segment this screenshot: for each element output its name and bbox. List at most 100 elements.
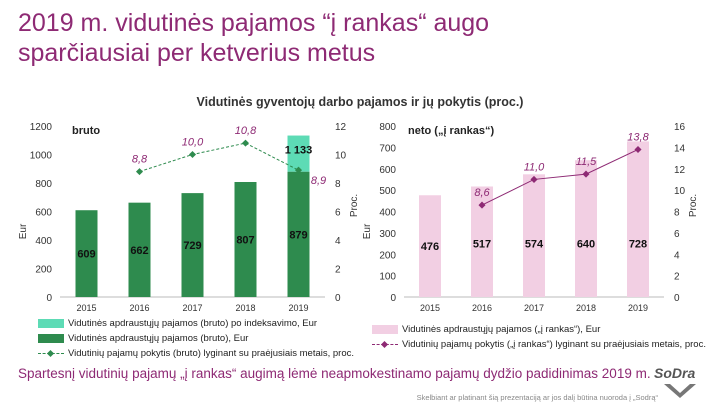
y2-tick-net-12: 12 [674,165,686,176]
y-tick-net-800: 800 [379,122,396,133]
legend-label: Vidutinės apdraustųjų pajamos (bruto), E… [68,333,249,344]
y-tick-net-400: 400 [379,208,396,219]
title-line-2: sparčiausiai per ketverius metus [18,39,376,67]
legend-swatch [372,325,398,334]
y2-tick-net-8: 8 [674,208,680,219]
legend-swatch [38,334,64,343]
line-point-net-2016 [478,201,486,209]
x-tick-gross-2019: 2019 [288,303,308,313]
legend-label: Vidutinės apdraustųjų pajamos („į rankas… [402,324,601,335]
x-tick-gross-2018: 2018 [235,303,255,313]
line-series-net [481,149,639,206]
legend-gross: Vidutinės apdraustųjų pajamos (bruto) po… [38,316,354,361]
line-point-net-2018 [582,170,590,178]
bar-label-net-2017: 574 [525,239,544,251]
legend-item: Vidutinių pajamų pokytis („į rankas“) ly… [372,337,706,352]
bar-label-net-2015: 476 [421,241,439,253]
bar-label-gross-2018: 807 [236,235,254,247]
x-tick-net-2016: 2016 [472,303,492,313]
y-tick-net-0: 0 [390,293,396,304]
legend-item: Vidutinės apdraustųjų pajamos („į rankas… [372,322,706,337]
bar-index-gross-2019 [287,135,310,172]
line-label-gross-2016: 8,8 [132,154,148,166]
line-label-gross-2017: 10,0 [182,137,204,149]
y2-tick-gross-2: 2 [335,265,341,276]
y2-tick-gross-8: 8 [335,179,341,190]
logo-chevron-icon [664,384,696,398]
y-tick-net-300: 300 [379,229,396,240]
x-tick-gross-2016: 2016 [129,303,149,313]
y-tick-gross-600: 600 [35,208,52,219]
bar-net-2019 [627,141,649,297]
bar-net-2015 [419,195,441,297]
y2-tick-net-16: 16 [674,122,686,133]
panel-label-net: neto („į rankas“) [408,125,495,137]
y-tick-net-700: 700 [379,143,396,154]
y2-tick-gross-6: 6 [335,208,341,219]
sodra-logo: SoDra [654,365,696,398]
line-label-net-2019: 13,8 [627,132,649,144]
x-tick-net-2017: 2017 [524,303,544,313]
y-tick-gross-800: 800 [35,179,52,190]
bar-label-net-2018: 640 [577,239,595,251]
y-axis-label-gross: Eur [18,223,29,239]
footer-caption: Spartesnį vidutinių pajamų „į rankas“ au… [18,366,651,381]
legend-swatch [372,340,398,349]
y2-tick-gross-12: 12 [335,122,347,133]
line-label-net-2018: 11,5 [576,156,597,168]
legend-net: Vidutinės apdraustųjų pajamos („į rankas… [372,322,706,352]
line-label-gross-2018: 10,8 [235,125,257,137]
line-point-gross-2019 [294,166,303,174]
bar-gross-2018 [234,182,257,297]
bar-label-gross-2019: 879 [289,229,307,241]
legend-item: Vidutinės apdraustųjų pajamos (bruto), E… [38,331,354,346]
bar-net-2017 [523,174,545,297]
legend-label: Vidutinės apdraustųjų pajamos (bruto) po… [68,318,318,329]
bar-net-2016 [471,186,493,297]
y2-tick-net-10: 10 [674,186,686,197]
line-label-net-2017: 11,0 [524,161,545,173]
y-tick-gross-0: 0 [46,293,52,304]
x-tick-gross-2015: 2015 [76,303,96,313]
bar-label-net-2016: 517 [473,239,491,251]
line-point-net-2019 [634,145,642,154]
legend-swatch [38,319,64,328]
bar-label-gross-2016: 662 [130,245,148,257]
legend-label: Vidutinių pajamų pokytis („į rankas“) ly… [402,339,706,350]
line-point-gross-2016 [135,168,144,176]
y2-tick-net-2: 2 [674,272,680,283]
x-tick-net-2018: 2018 [576,303,596,313]
bar-net-2018 [575,160,597,297]
y-tick-gross-200: 200 [35,265,52,276]
y2-tick-net-14: 14 [674,143,686,154]
x-tick-net-2015: 2015 [420,303,440,313]
bar-label-gross-2015: 609 [77,249,95,261]
y-tick-net-600: 600 [379,165,396,176]
bar-gross-2019 [287,171,310,297]
bar-label-gross-2017: 729 [183,240,201,252]
y2-axis-label-net: Proc. [688,194,699,217]
slide-title: 2019 m. vidutinės pajamos “į rankas“ aug… [18,8,618,68]
y2-tick-gross-10: 10 [335,151,347,162]
y-tick-gross-400: 400 [35,236,52,247]
y2-tick-net-0: 0 [674,293,680,304]
line-label-net-2016: 8,6 [474,187,490,199]
line-point-net-2017 [530,175,538,183]
logo-text: SoDra [654,365,695,381]
y-tick-net-200: 200 [379,250,396,261]
legend-item: Vidutinės apdraustųjų pajamos (bruto) po… [38,316,354,331]
legend-item: Vidutinių pajamų pokytis (bruto) lyginan… [38,346,354,361]
y2-tick-gross-4: 4 [335,236,341,247]
chart-subtitle: Vidutinės gyventojų darbo pajamos ir jų … [196,95,524,109]
line-point-gross-2018 [241,139,250,147]
line-point-gross-2017 [188,150,197,159]
y-tick-gross-1200: 1200 [30,122,53,133]
x-tick-gross-2017: 2017 [182,303,202,313]
x-tick-net-2019: 2019 [628,303,648,313]
y2-tick-gross-0: 0 [335,293,341,304]
panel-label-gross: bruto [72,125,100,137]
y2-axis-label-gross: Proc. [349,194,360,217]
legend-label: Vidutinių pajamų pokytis (bruto) lyginan… [68,348,355,359]
bar-gross-2015 [75,210,98,297]
